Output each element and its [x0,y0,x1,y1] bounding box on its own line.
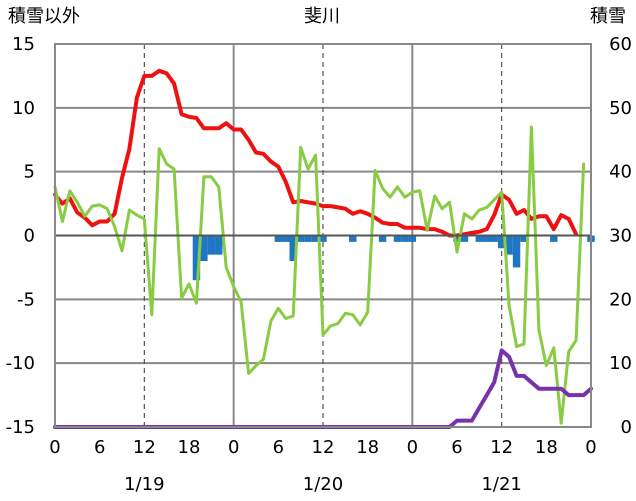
bar [460,235,469,242]
left-axis-title: 積雪以外 [8,6,80,27]
x-tick-label: 18 [535,437,558,458]
bar [475,235,484,242]
series-line [53,125,586,425]
x-tick-label: 18 [356,437,379,458]
bar [274,235,283,242]
bar [215,235,223,255]
date-label: 1/20 [303,474,343,495]
bar [408,235,417,242]
left-tick-label: -10 [6,353,35,374]
date-labels: 1/19 1/20 1/21 [124,474,522,495]
bar [401,235,409,242]
bar-series [192,235,595,281]
right-tick-label: 20 [609,289,632,310]
left-tick-label: 15 [12,34,35,55]
bar [282,235,290,242]
x-tick-label: 12 [490,437,513,458]
bar [453,235,461,242]
x-tick-label: 12 [312,437,335,458]
x-tick-label: 6 [94,437,105,458]
date-label: 1/19 [124,474,164,495]
left-tick-label: 10 [12,98,35,119]
right-tick-label: 0 [621,417,632,438]
right-y-ticks: 60 50 40 30 20 10 0 [609,34,632,438]
bar [550,235,558,242]
x-tick-label: 12 [133,437,156,458]
right-tick-label: 10 [609,353,632,374]
left-tick-label: -15 [6,417,35,438]
right-axis-title: 積雪 [590,6,626,27]
date-label: 1/21 [481,474,521,495]
chart-title: 斐川 [304,6,340,27]
right-tick-label: 50 [609,98,632,119]
bar [497,235,506,249]
bar [520,235,528,242]
left-tick-label: -5 [17,289,35,310]
right-tick-label: 30 [609,226,632,247]
left-tick-label: 0 [24,226,35,247]
bar [200,235,208,262]
series-line [53,68,579,238]
x-ticks: 0 6 12 18 0 6 12 18 0 6 12 18 0 [49,437,596,458]
x-tick-label: 18 [178,437,201,458]
x-tick-label: 0 [407,437,418,458]
bar [304,235,312,242]
bar [512,235,521,268]
x-tick-label: 0 [49,437,60,458]
bar [319,235,327,242]
plot-frame [54,43,592,428]
right-tick-label: 40 [609,162,632,183]
bar [207,235,216,255]
bar [289,235,297,262]
right-tick-label: 60 [609,34,632,55]
bar [393,235,402,242]
x-tick-label: 6 [273,437,284,458]
left-y-ticks: 15 10 5 0 -5 -10 -15 [6,34,35,438]
bar [311,235,320,242]
bar [505,235,513,255]
left-tick-label: 5 [24,162,35,183]
bar [483,235,491,242]
bar [296,235,305,242]
bar [490,235,498,242]
x-tick-label: 0 [228,437,239,458]
x-tick-label: 0 [585,437,596,458]
bar [349,235,357,242]
bar [192,235,201,281]
bar [378,235,387,242]
x-tick-label: 6 [451,437,462,458]
